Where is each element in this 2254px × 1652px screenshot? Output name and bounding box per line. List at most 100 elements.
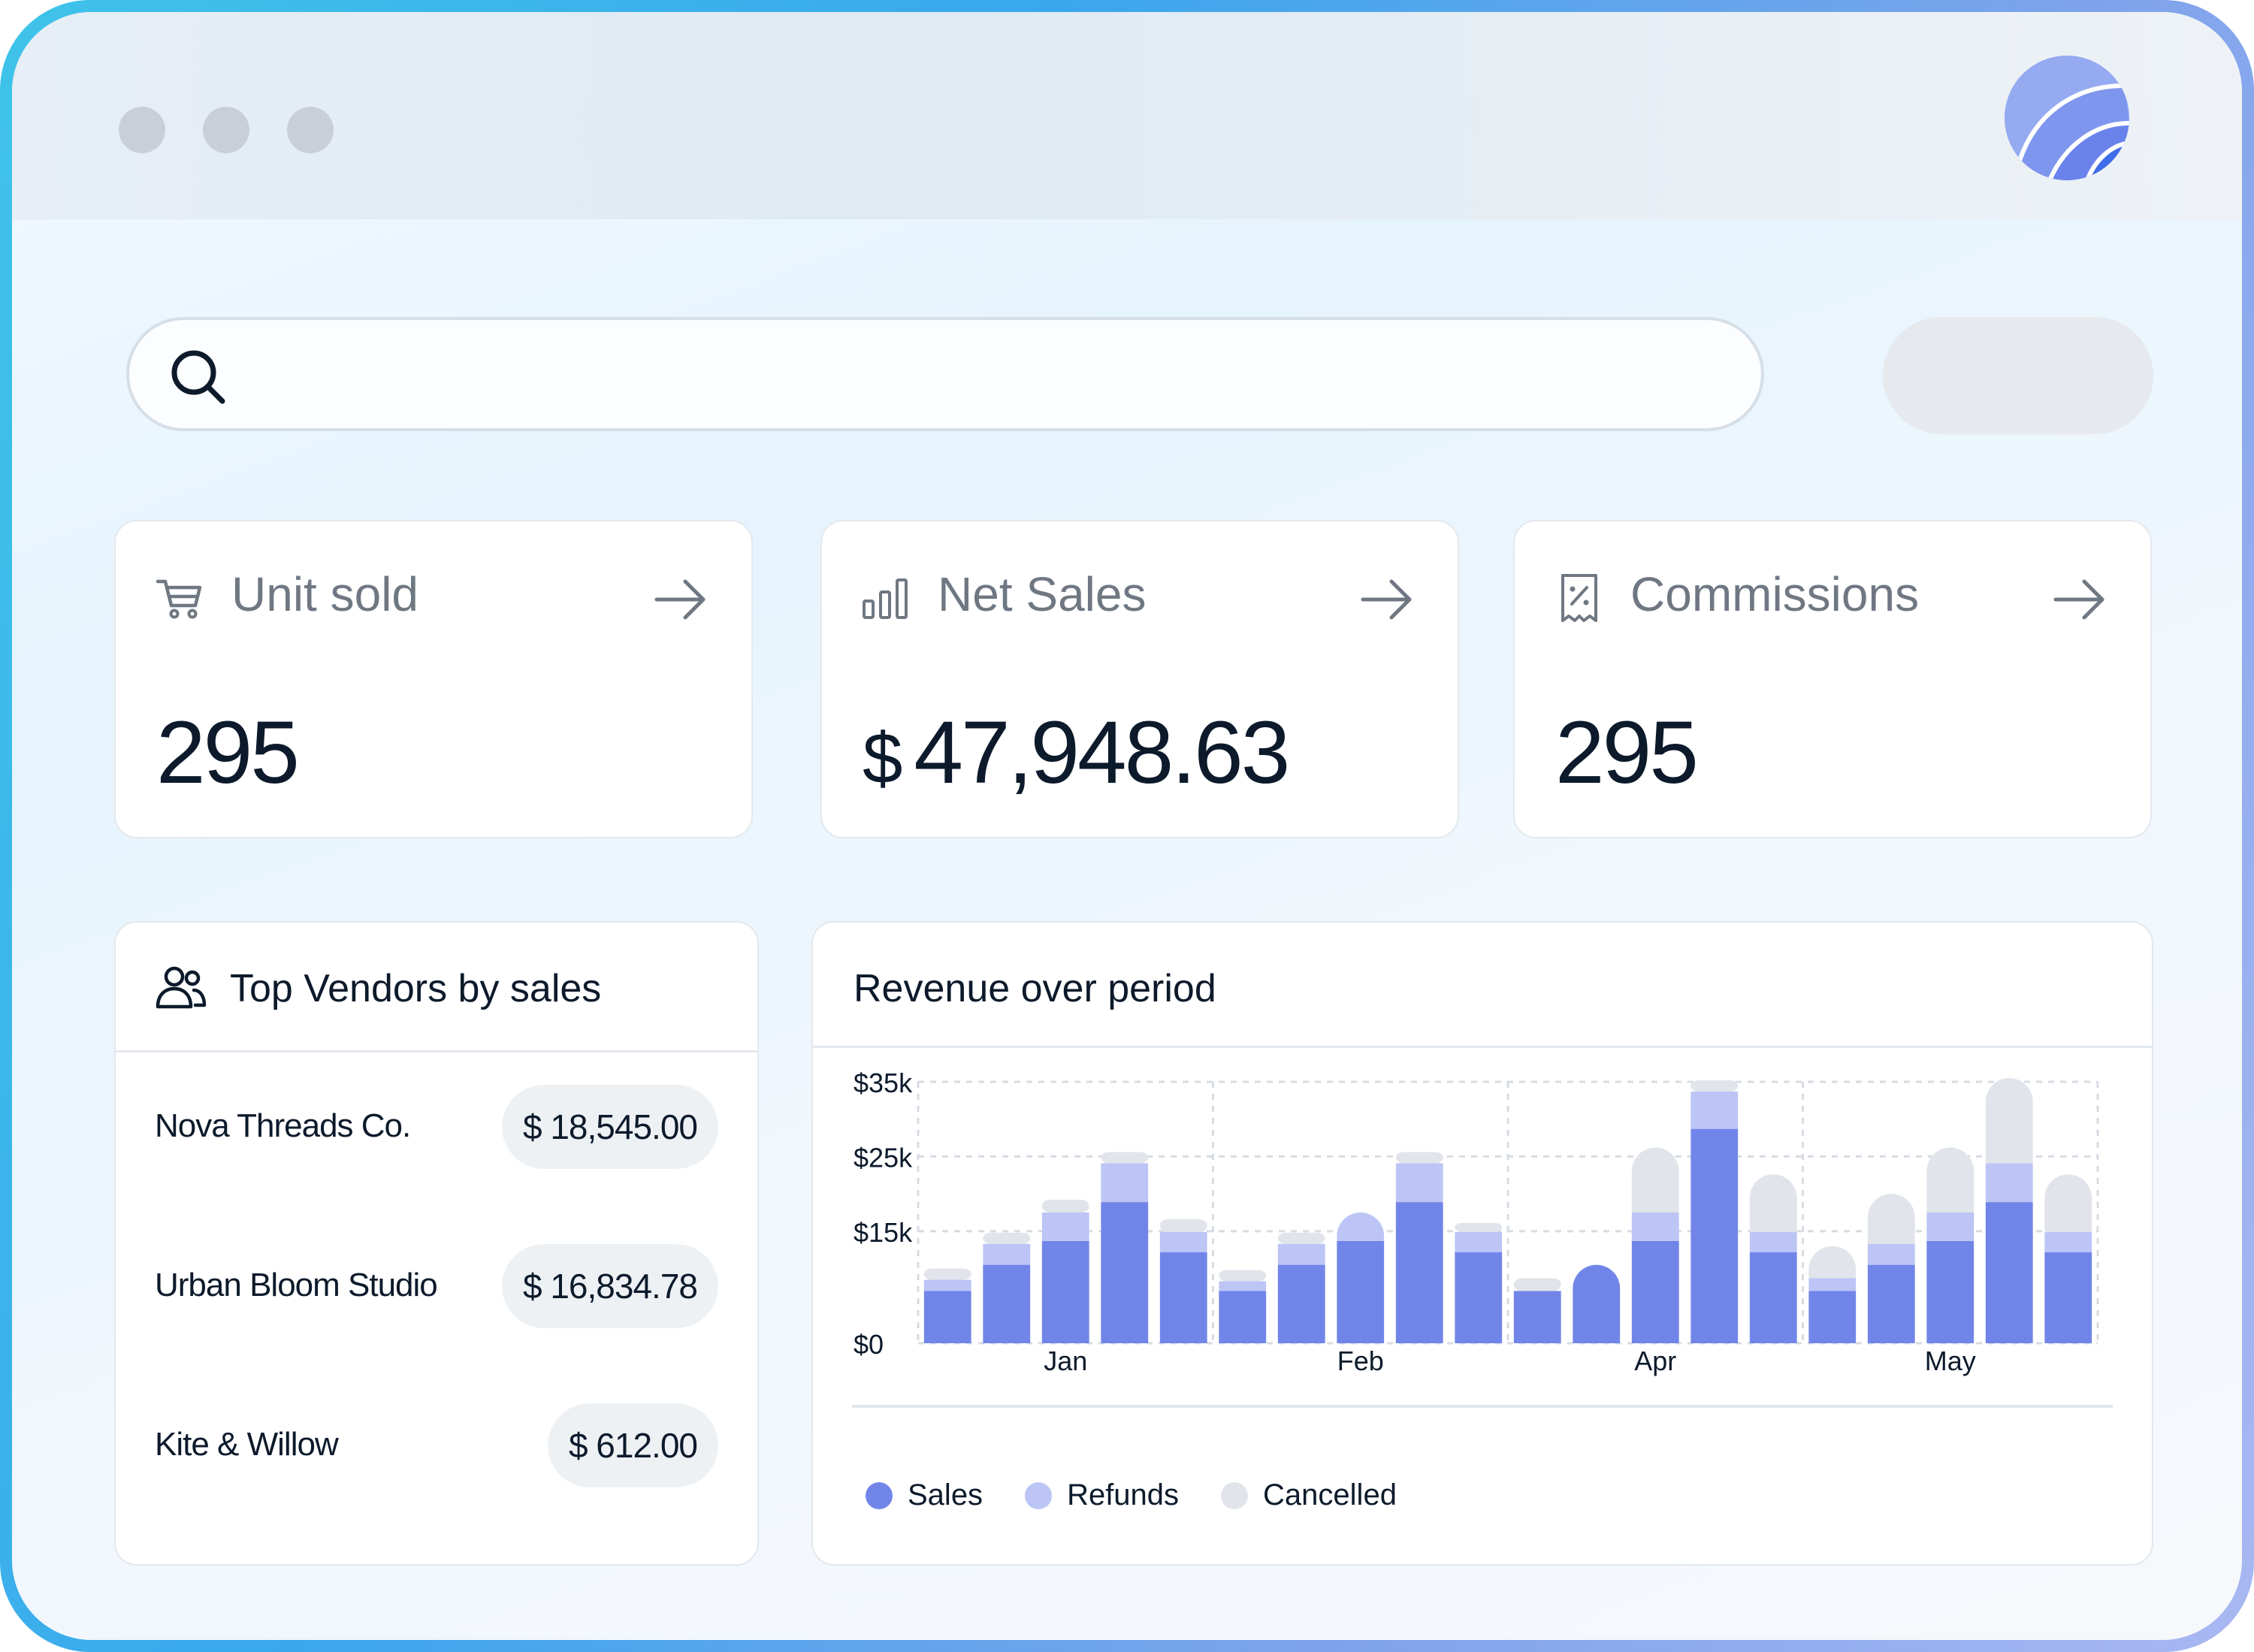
bar-sales [2044, 1252, 2092, 1343]
bar-cancelled [2044, 1174, 2092, 1232]
bar-refunds [2044, 1231, 2092, 1252]
stat-value: $47,948.63 [863, 703, 1290, 802]
bar-cancelled [1513, 1278, 1561, 1291]
bar-cancelled [1041, 1200, 1089, 1213]
bar-refunds [1337, 1213, 1385, 1241]
card-title: Revenue over period [854, 967, 1216, 1010]
bar-refunds [1631, 1213, 1679, 1241]
chart-legend: Sales Refunds Cancelled [866, 1478, 1397, 1512]
bar-cancelled [1926, 1147, 1975, 1213]
bar-cancelled [1749, 1174, 1797, 1232]
bar-refunds [923, 1279, 971, 1291]
arrow-right-icon[interactable] [652, 571, 709, 628]
bar-sales [1690, 1128, 1739, 1343]
bar-sales [1395, 1202, 1443, 1343]
bar-sales [1985, 1202, 2033, 1343]
stat-card-net-sales[interactable]: Net Sales $47,948.63 [820, 520, 1459, 838]
x-tick-label: Feb [1337, 1345, 1384, 1376]
vendor-name: Kite & Willow [155, 1426, 339, 1463]
bar-sales [1219, 1291, 1267, 1343]
bar-cancelled [1631, 1147, 1679, 1213]
window-control-maximize[interactable] [287, 107, 334, 153]
legend-label: Refunds [1067, 1478, 1180, 1512]
vendor-amount-badge: $ 18,545.00 [501, 1085, 718, 1169]
bar-sales [1631, 1240, 1679, 1343]
search-icon [171, 350, 225, 404]
bar-refunds [983, 1243, 1031, 1265]
bar-cancelled [1101, 1152, 1149, 1164]
users-icon [156, 966, 207, 1009]
bar-refunds [1985, 1163, 2033, 1203]
app-window: Unit sold 295 Net Sales $47,948.63 [12, 12, 2242, 1640]
avatar-logo-icon [2005, 56, 2129, 180]
stat-label: Unit sold [231, 567, 418, 621]
bar-refunds [1455, 1231, 1503, 1252]
card-header: Top Vendors by sales [116, 923, 757, 1053]
search-bar[interactable] [126, 317, 1764, 431]
vendor-name: Nova Threads Co. [155, 1107, 411, 1144]
card-header: Revenue over period [813, 923, 2152, 1048]
legend-dot-refunds [1025, 1481, 1053, 1509]
legend-dot-cancelled [1221, 1481, 1249, 1509]
bar-sales [1867, 1264, 1915, 1343]
bar-sales [1513, 1291, 1561, 1343]
legend-item-sales[interactable]: Sales [866, 1478, 983, 1512]
window-control-minimize[interactable] [203, 107, 249, 153]
bar-cancelled [1455, 1222, 1503, 1232]
bar-sales [1808, 1291, 1857, 1343]
bar-refunds [1808, 1278, 1857, 1291]
bar-refunds [1101, 1163, 1149, 1203]
avatar[interactable] [2005, 56, 2129, 180]
stat-card-commissions[interactable]: Commissions 295 [1513, 520, 2152, 838]
list-item[interactable]: Urban Bloom Studio $ 16,834.78 [155, 1244, 718, 1328]
vendor-amount-badge: $ 612.00 [547, 1403, 718, 1487]
legend-item-cancelled[interactable]: Cancelled [1221, 1478, 1397, 1512]
stat-value: 295 [1555, 703, 1699, 802]
bar-refunds [1867, 1243, 1915, 1265]
divider [852, 1405, 2113, 1408]
window-control-close[interactable] [119, 107, 165, 153]
bar-sales [1749, 1252, 1797, 1343]
bar-sales [923, 1291, 971, 1343]
bar-cancelled [1867, 1194, 1915, 1244]
bar-chart-icon [863, 578, 908, 619]
receipt-percent-icon [1561, 574, 1597, 622]
x-tick-label: Jan [1044, 1345, 1087, 1376]
bar-refunds [1159, 1231, 1207, 1252]
bar-cancelled [1395, 1152, 1443, 1164]
arrow-right-icon[interactable] [1358, 571, 1416, 628]
bar-sales [1277, 1264, 1325, 1343]
title-bar [12, 12, 2242, 219]
x-tick-label: Apr [1634, 1345, 1676, 1376]
bar-sales [1159, 1252, 1207, 1343]
bar-sales [1041, 1240, 1089, 1343]
y-tick-label: $25k [854, 1142, 913, 1173]
top-vendors-card: Top Vendors by sales Nova Threads Co. $ … [114, 921, 759, 1566]
bar-cancelled [983, 1232, 1031, 1244]
stat-value: 295 [156, 703, 300, 802]
list-item[interactable]: Nova Threads Co. $ 18,545.00 [155, 1085, 718, 1169]
y-tick-label: $15k [854, 1217, 913, 1248]
y-tick-label: $0 [854, 1329, 884, 1360]
bar-cancelled [1219, 1270, 1267, 1282]
x-tick-label: May [1925, 1345, 1976, 1376]
stat-label: Net Sales [938, 567, 1147, 621]
bar-sales [983, 1264, 1031, 1343]
bar-refunds [1041, 1213, 1089, 1241]
search-input[interactable] [249, 335, 1725, 415]
arrow-right-icon[interactable] [2051, 571, 2108, 628]
vendor-amount-badge: $ 16,834.78 [501, 1244, 718, 1328]
bar-sales [1573, 1264, 1621, 1343]
list-item[interactable]: Kite & Willow $ 612.00 [155, 1403, 718, 1487]
bar-sales [1455, 1252, 1503, 1343]
bar-cancelled [1808, 1246, 1857, 1279]
bar-refunds [1926, 1213, 1975, 1241]
legend-item-refunds[interactable]: Refunds [1025, 1478, 1179, 1512]
y-tick-label: $35k [854, 1068, 913, 1098]
bar-cancelled [1159, 1219, 1207, 1232]
bar-cancelled [1690, 1080, 1739, 1092]
bar-refunds [1749, 1231, 1797, 1252]
header-action-button[interactable] [1883, 317, 2153, 434]
stat-card-unit-sold[interactable]: Unit sold 295 [114, 520, 753, 838]
